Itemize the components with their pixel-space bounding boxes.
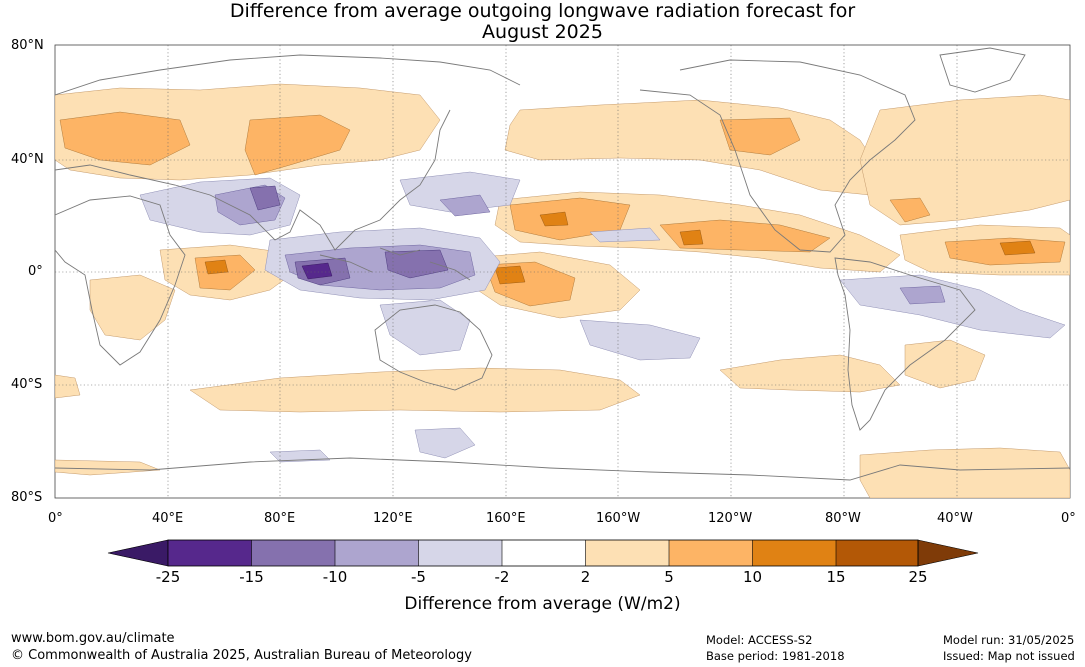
anomaly-region [414,427,476,459]
lon-label-120e: 120°E [373,511,413,526]
lon-label-40e: 40°E [152,511,184,526]
lon-label-120w: 120°W [708,511,753,526]
colorbar-high-arrow [917,539,979,567]
lon-label-160w: 160°W [596,511,641,526]
colorbar-segment [836,540,918,566]
colorbar-segment [752,540,836,566]
lon-label-0-right: 0° [1061,511,1076,526]
colorbar-tick: 5 [664,568,674,586]
colorbar-low-arrow [107,539,169,567]
anomaly-region [889,197,931,223]
website-link[interactable]: www.bom.gov.au/climate [11,631,175,646]
anomaly-region [579,319,701,361]
lon-label-80e: 80°E [264,511,296,526]
map-title-line1: Difference from average outgoing longwav… [229,0,856,22]
anomaly-region [55,374,81,399]
issued-text: Issued: Map not issued [943,649,1075,663]
colorbar-tick: 25 [908,568,928,586]
anomaly-region [249,185,281,211]
lon-label-80w: 80°W [825,511,861,526]
anomaly-region [904,339,986,389]
anomaly-region [439,194,491,217]
colorbar-tick: 15 [826,568,846,586]
anomaly-region [859,447,1070,498]
anomaly-region [301,262,333,280]
anomaly-region [539,211,569,227]
lat-label-40s: 40°S [11,377,43,392]
coastline [55,195,186,366]
anomaly-region [719,354,901,393]
anomaly-region [59,111,191,166]
coastline [374,304,493,391]
copyright-text: © Commonwealth of Australia 2025, Austra… [11,648,472,663]
colorbar-segment [669,540,753,566]
anomaly-region [589,227,661,243]
colorbar-tick: -15 [239,568,264,586]
coastline [319,247,471,281]
colorbar-tick: -2 [494,568,510,586]
colorbar-label: Difference from average (W/m2) [404,594,681,614]
colorbar-tick: 2 [580,568,591,586]
anomaly-region [859,94,1070,226]
coastline [834,257,976,431]
anomaly-region [719,117,801,156]
base-period-text: Base period: 1981-2018 [706,649,845,663]
coastline [55,109,451,251]
lat-label-80n: 80°N [11,38,44,53]
coastline [639,59,916,253]
colorbar-tick: -10 [322,568,348,586]
coastline [55,457,1070,481]
anomaly-region [839,274,1066,339]
anomaly-region [55,459,161,476]
lon-label-40w: 40°W [937,511,973,526]
coastline [55,54,521,96]
anomaly-region [399,171,521,213]
anomaly-region [494,265,526,285]
map-title-line2: August 2025 [482,21,603,43]
lat-label-0: 0° [28,264,43,279]
lon-label-0-left: 0° [48,511,63,526]
colorbar-tick: -5 [411,568,426,586]
model-run-text: Model run: 31/05/2025 [943,633,1075,647]
colorbar-segment [418,540,502,566]
lat-label-40n: 40°N [11,152,44,167]
anomaly-region [899,285,946,305]
anomaly-region [679,229,704,246]
colorbar-segment [585,540,669,566]
colorbar-segment [168,540,252,566]
lon-label-160e: 160°E [486,511,526,526]
colorbar-tick: -25 [155,568,181,586]
anomaly-region [379,299,471,356]
anomaly-region [189,367,641,413]
colorbar-segment [251,540,335,566]
anomaly-field [55,47,1070,498]
coastline [939,47,1026,93]
colorbar-tick: 10 [742,568,763,586]
anomaly-region [384,249,449,279]
anomaly-region [999,240,1036,256]
colorbar-segment [502,540,586,566]
model-text: Model: ACCESS-S2 [706,633,813,647]
lat-label-80s: 80°S [11,490,43,505]
colorbar-segment [335,540,419,566]
colorbar [107,539,979,567]
